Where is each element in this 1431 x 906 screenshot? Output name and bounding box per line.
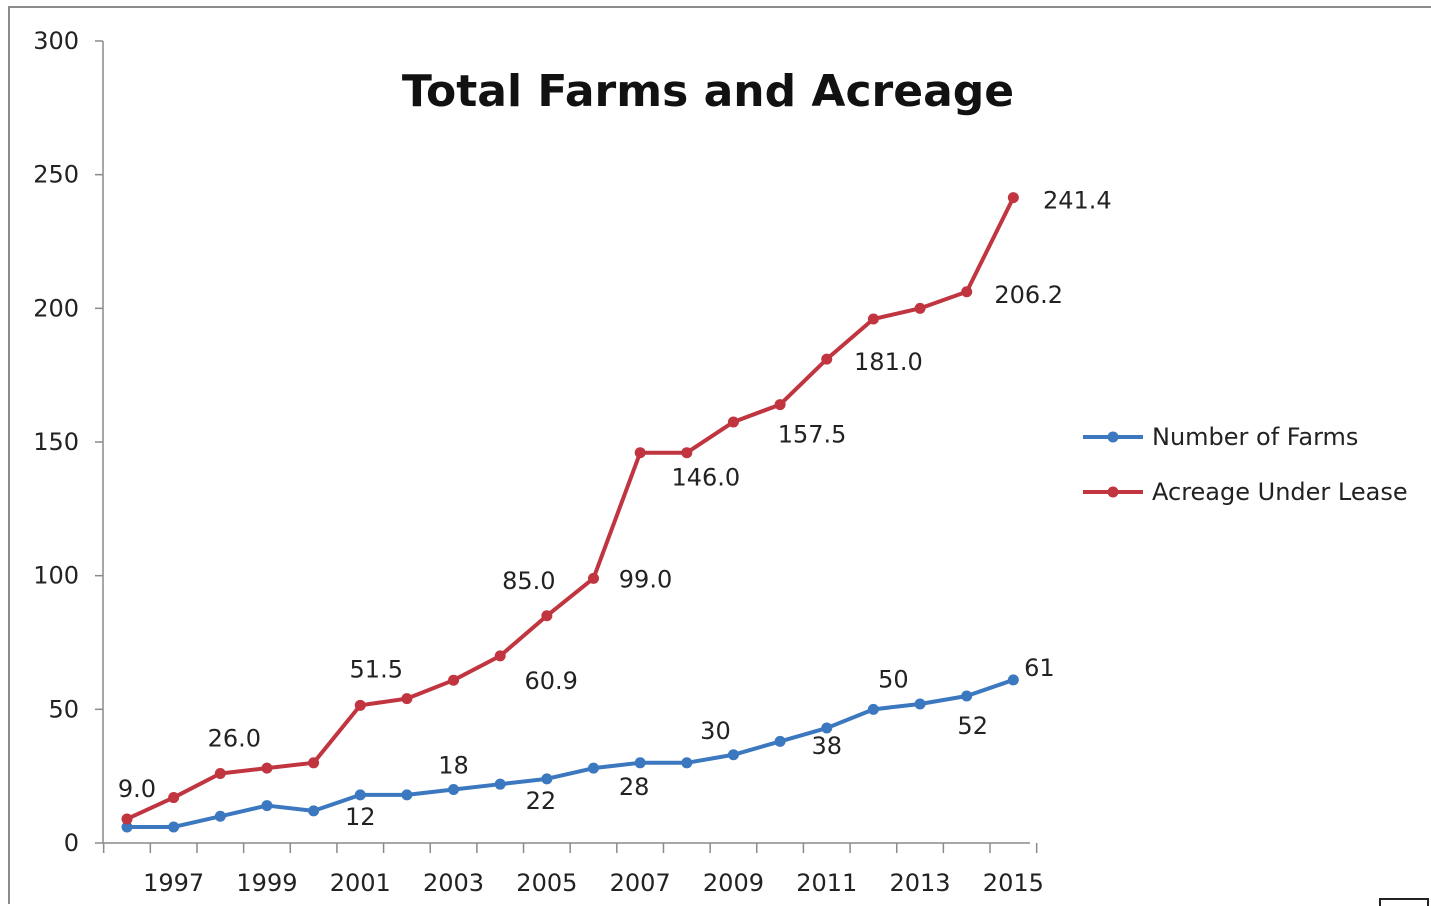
x-tick-label: 1997 — [143, 869, 204, 897]
data-label: 52 — [957, 712, 988, 740]
acreage-point — [214, 767, 226, 779]
y-tick-label: 50 — [48, 695, 79, 723]
acreage-point — [867, 313, 879, 325]
farms-point — [261, 800, 273, 812]
x-tick-label: 2011 — [796, 869, 857, 897]
data-label: 146.0 — [671, 464, 740, 492]
acreage-point — [448, 674, 460, 686]
farms-point — [214, 810, 226, 822]
data-label: 12 — [345, 803, 376, 831]
acreage-point — [261, 762, 273, 774]
acreage-point — [541, 610, 553, 622]
data-label: 26.0 — [208, 724, 261, 752]
farms-point — [1007, 674, 1019, 686]
data-label: 85.0 — [502, 567, 555, 595]
acreage-point — [168, 792, 180, 804]
data-labels: 12 18 22 28 30 38 50 52 61 9.0 26.0 51.5 60.9 85.0 99.… — [118, 187, 1112, 831]
data-label: 157.5 — [778, 421, 847, 449]
data-label: 51.5 — [350, 655, 403, 683]
x-tick-label: 2007 — [610, 869, 671, 897]
data-label: 22 — [526, 787, 557, 815]
axes: 0 50 100 150 200 250 300 1997 1999 2001 2003 2005 20… — [33, 27, 1044, 897]
x-tick-label: 2009 — [703, 869, 764, 897]
data-label: 99.0 — [619, 565, 672, 593]
x-tick-label: 2003 — [423, 869, 484, 897]
data-label: 38 — [811, 732, 842, 760]
acreage-point — [727, 416, 739, 428]
farms-point — [774, 735, 786, 747]
y-tick-label: 300 — [33, 27, 79, 55]
legend: Number of Farms Acreage Under Lease — [1083, 423, 1408, 506]
series-layer — [121, 192, 1019, 833]
farms-point — [494, 778, 506, 790]
farms-point — [681, 757, 693, 769]
data-label: 60.9 — [524, 667, 577, 695]
data-label: 241.4 — [1043, 187, 1112, 215]
data-label: 18 — [438, 752, 469, 780]
data-label: 61 — [1024, 654, 1055, 682]
data-label: 30 — [700, 717, 731, 745]
acreage-point — [494, 650, 506, 662]
acreage-point — [914, 302, 926, 314]
farms-point — [821, 722, 833, 734]
data-label: 50 — [878, 665, 909, 693]
legend-swatch-marker — [1107, 431, 1119, 443]
y-tick-label: 0 — [64, 829, 79, 857]
acreage-point — [681, 447, 693, 459]
farms-point — [448, 784, 460, 796]
farms-point — [588, 762, 599, 774]
legend-swatch-marker — [1107, 486, 1119, 498]
acreage-point — [354, 699, 366, 711]
data-label: 9.0 — [118, 775, 156, 803]
legend-entry-label: Acreage Under Lease — [1152, 478, 1408, 506]
chart-title: Total Farms and Acreage — [402, 66, 1014, 117]
corner-box — [1379, 898, 1429, 906]
data-label: 206.2 — [994, 281, 1063, 309]
farms-point — [961, 690, 973, 702]
y-tick-label: 150 — [33, 428, 79, 456]
acreage-point — [121, 813, 133, 825]
farms-point — [914, 698, 926, 710]
x-tick-label: 2013 — [890, 869, 951, 897]
data-label: 28 — [619, 773, 650, 801]
farms-point — [867, 703, 879, 715]
farms-point — [401, 789, 413, 801]
acreage-point — [401, 693, 413, 705]
series-line-number-of-farms — [127, 678, 1015, 829]
acreage-point — [1007, 192, 1019, 204]
legend-entry-label: Number of Farms — [1152, 423, 1358, 451]
y-tick-label: 250 — [33, 161, 79, 189]
acreage-point — [634, 447, 646, 459]
farms-point — [354, 789, 366, 801]
data-label: 181.0 — [854, 348, 923, 376]
acreage-point — [961, 286, 973, 298]
acreage-point — [308, 757, 320, 769]
series-line-acreage-under-lease — [126, 196, 1016, 821]
chart-frame — [8, 6, 1431, 904]
x-tick-label: 2015 — [983, 869, 1044, 897]
y-tick-label: 200 — [33, 294, 79, 322]
farms-point — [727, 749, 739, 761]
farms-point — [541, 773, 553, 785]
acreage-point — [821, 353, 833, 365]
farms-point — [308, 805, 320, 817]
acreage-point — [588, 572, 599, 584]
farms-point — [634, 757, 646, 769]
x-tick-label: 1999 — [236, 869, 297, 897]
acreage-point — [774, 399, 786, 411]
farms-point — [121, 821, 133, 833]
x-tick-label: 2005 — [516, 869, 577, 897]
x-tick-label: 2001 — [330, 869, 391, 897]
farms-point — [168, 821, 180, 833]
y-tick-label: 100 — [33, 562, 79, 590]
